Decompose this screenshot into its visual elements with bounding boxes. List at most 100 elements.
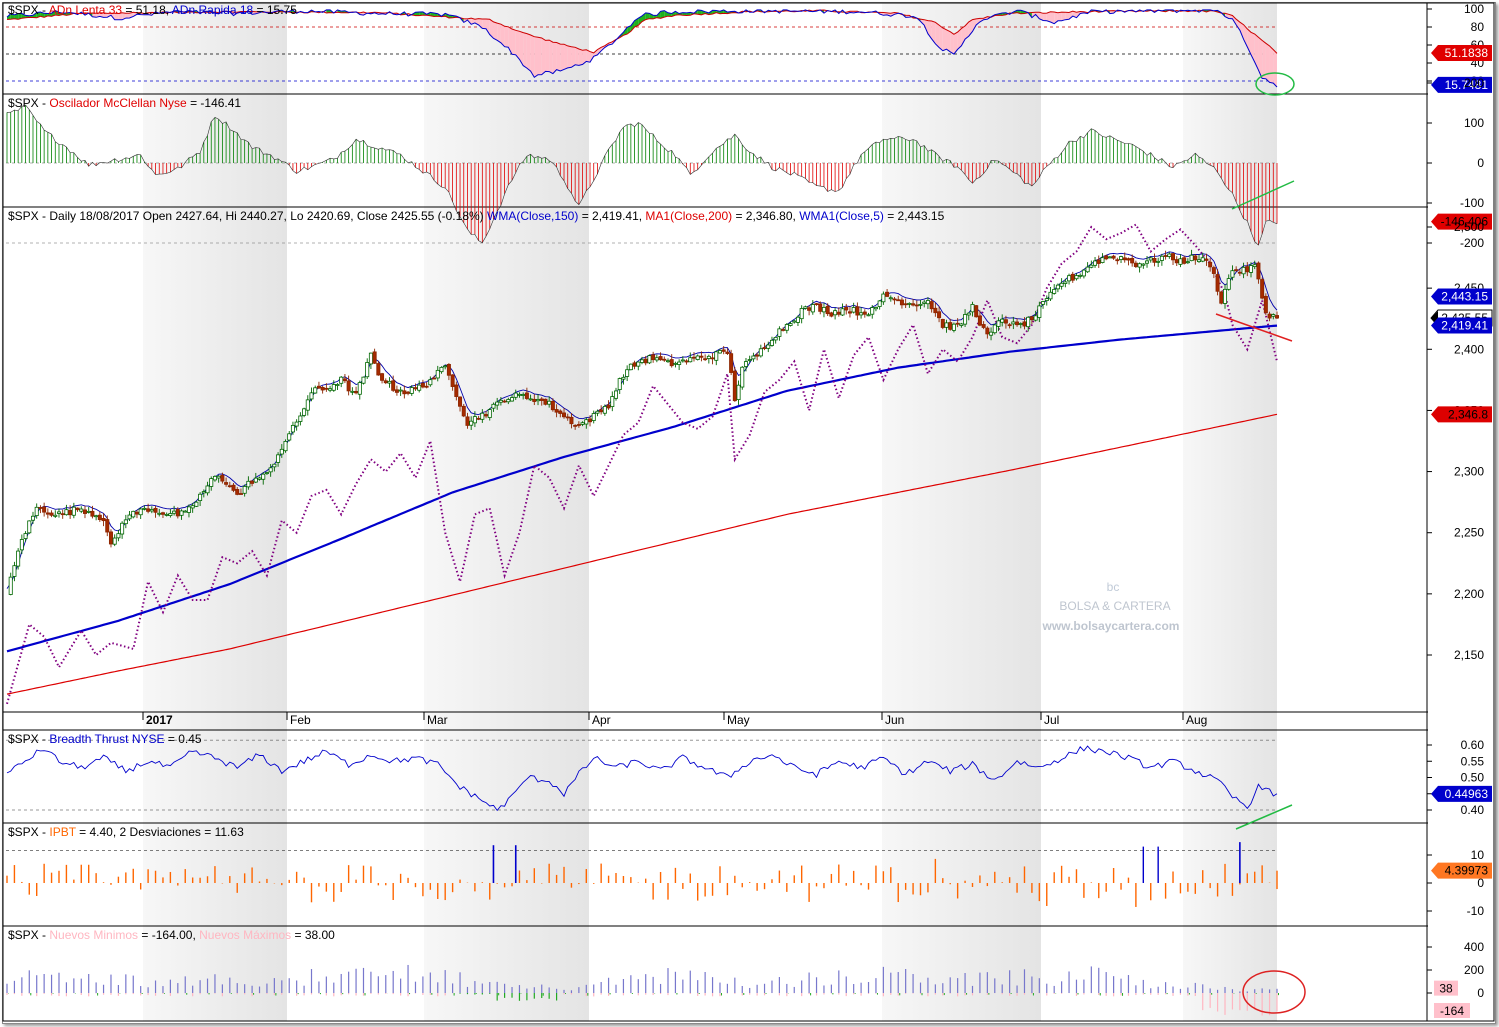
candle-321 bbox=[1197, 254, 1202, 263]
candle-313 bbox=[1167, 252, 1172, 259]
candle-53 bbox=[201, 489, 206, 498]
candle-46 bbox=[175, 507, 180, 519]
candle-173 bbox=[647, 354, 652, 365]
candle-302 bbox=[1126, 257, 1131, 266]
bt-tick-0.50: 0.50 bbox=[1461, 771, 1485, 785]
mcc-tick-200: 200 bbox=[1464, 76, 1484, 90]
mcc-line bbox=[6, 104, 1278, 246]
adn-fast-name: ADn Rapida 18 bbox=[172, 3, 254, 17]
candle-251 bbox=[937, 306, 942, 323]
candle-293 bbox=[1093, 257, 1098, 268]
candle-288 bbox=[1074, 273, 1079, 281]
candle-199 bbox=[743, 357, 748, 372]
candle-166 bbox=[621, 374, 626, 385]
candle-308 bbox=[1148, 256, 1153, 263]
candle-156 bbox=[584, 417, 589, 429]
candle-211 bbox=[788, 321, 793, 327]
candle-44 bbox=[168, 509, 173, 518]
ipbt-tick--10: -10 bbox=[1467, 904, 1485, 918]
candle-193 bbox=[721, 346, 726, 355]
candle-216 bbox=[807, 305, 812, 316]
candle-89 bbox=[335, 383, 340, 390]
candle-242 bbox=[903, 298, 908, 309]
candle-323 bbox=[1204, 253, 1209, 266]
candle-332 bbox=[1237, 268, 1242, 276]
candle-64 bbox=[242, 484, 247, 497]
candle-169 bbox=[632, 360, 637, 370]
candle-267 bbox=[996, 317, 1001, 332]
candle-41 bbox=[157, 508, 162, 517]
candle-98 bbox=[368, 352, 373, 370]
candle-303 bbox=[1130, 254, 1135, 267]
candle-109 bbox=[409, 385, 414, 396]
candle-235 bbox=[877, 300, 882, 310]
candle-112 bbox=[420, 379, 425, 389]
bt-tick-0.55: 0.55 bbox=[1461, 754, 1485, 768]
watermark-name: BOLSA & CARTERA bbox=[1059, 599, 1170, 613]
candle-209 bbox=[781, 327, 786, 332]
candle-70 bbox=[264, 471, 269, 475]
candle-295 bbox=[1100, 253, 1105, 264]
candle-126 bbox=[472, 411, 477, 428]
candle-69 bbox=[261, 472, 266, 485]
candle-120 bbox=[450, 374, 455, 391]
candle-239 bbox=[892, 297, 897, 305]
candle-99 bbox=[372, 348, 377, 364]
candle-123 bbox=[461, 403, 466, 418]
bt-tick-0.40: 0.40 bbox=[1461, 803, 1485, 817]
candle-245 bbox=[914, 300, 919, 312]
price-tick-2250: 2,250 bbox=[1454, 526, 1484, 540]
candle-319 bbox=[1189, 249, 1194, 262]
candle-189 bbox=[706, 354, 711, 364]
candle-28 bbox=[108, 529, 113, 548]
candle-316 bbox=[1178, 254, 1183, 268]
candle-212 bbox=[792, 319, 797, 324]
candle-337 bbox=[1256, 261, 1261, 284]
adn-fast-line bbox=[6, 9, 1278, 88]
candle-266 bbox=[992, 323, 997, 335]
candle-87 bbox=[328, 385, 333, 393]
candle-71 bbox=[268, 464, 273, 477]
bt-badge: 0.44963 bbox=[1445, 787, 1489, 801]
bt-name: Breadth Thrust NYSE bbox=[49, 732, 164, 746]
candle-130 bbox=[487, 408, 492, 421]
candle-135 bbox=[506, 397, 511, 405]
candle-232 bbox=[866, 312, 871, 317]
candle-100 bbox=[376, 361, 381, 376]
mcc-histogram bbox=[6, 105, 1278, 246]
candle-195 bbox=[729, 349, 734, 376]
candle-246 bbox=[918, 300, 923, 310]
bt-badge-bg bbox=[1431, 785, 1492, 802]
candle-174 bbox=[651, 351, 656, 363]
candle-281 bbox=[1048, 287, 1053, 302]
candle-61 bbox=[231, 483, 236, 493]
badge-ma200-bg bbox=[1431, 406, 1492, 423]
candle-289 bbox=[1078, 273, 1083, 279]
candle-314 bbox=[1171, 252, 1176, 265]
candle-175 bbox=[654, 354, 659, 363]
candle-9 bbox=[38, 505, 43, 514]
candle-62 bbox=[235, 487, 240, 496]
candle-80 bbox=[302, 407, 307, 418]
mcc-badge: -146.406 bbox=[1441, 215, 1489, 229]
adn-slow-line bbox=[6, 9, 1278, 54]
candle-336 bbox=[1252, 260, 1257, 270]
candle-96 bbox=[361, 376, 366, 385]
candle-255 bbox=[951, 322, 956, 333]
price-tick-2500: 2,500 bbox=[1454, 220, 1484, 234]
candle-202 bbox=[755, 352, 760, 361]
bt-title: $SPX - Breadth Thrust NYSE = 0.45 bbox=[8, 732, 202, 746]
wma150-value: = 2,419.41, bbox=[578, 209, 645, 223]
candle-50 bbox=[190, 502, 195, 513]
candle-264 bbox=[985, 326, 990, 339]
nm-title: $SPX - Nuevos Minimos = -164.00, Nuevos … bbox=[8, 928, 335, 942]
candle-284 bbox=[1059, 278, 1064, 290]
candle-280 bbox=[1044, 295, 1049, 306]
candle-265 bbox=[989, 327, 994, 341]
candle-168 bbox=[628, 363, 633, 371]
ma200-name: MA1(Close,200) bbox=[645, 209, 732, 223]
nm-badge-max-bg bbox=[1434, 980, 1458, 996]
candle-270 bbox=[1007, 323, 1012, 329]
candle-165 bbox=[617, 377, 622, 395]
